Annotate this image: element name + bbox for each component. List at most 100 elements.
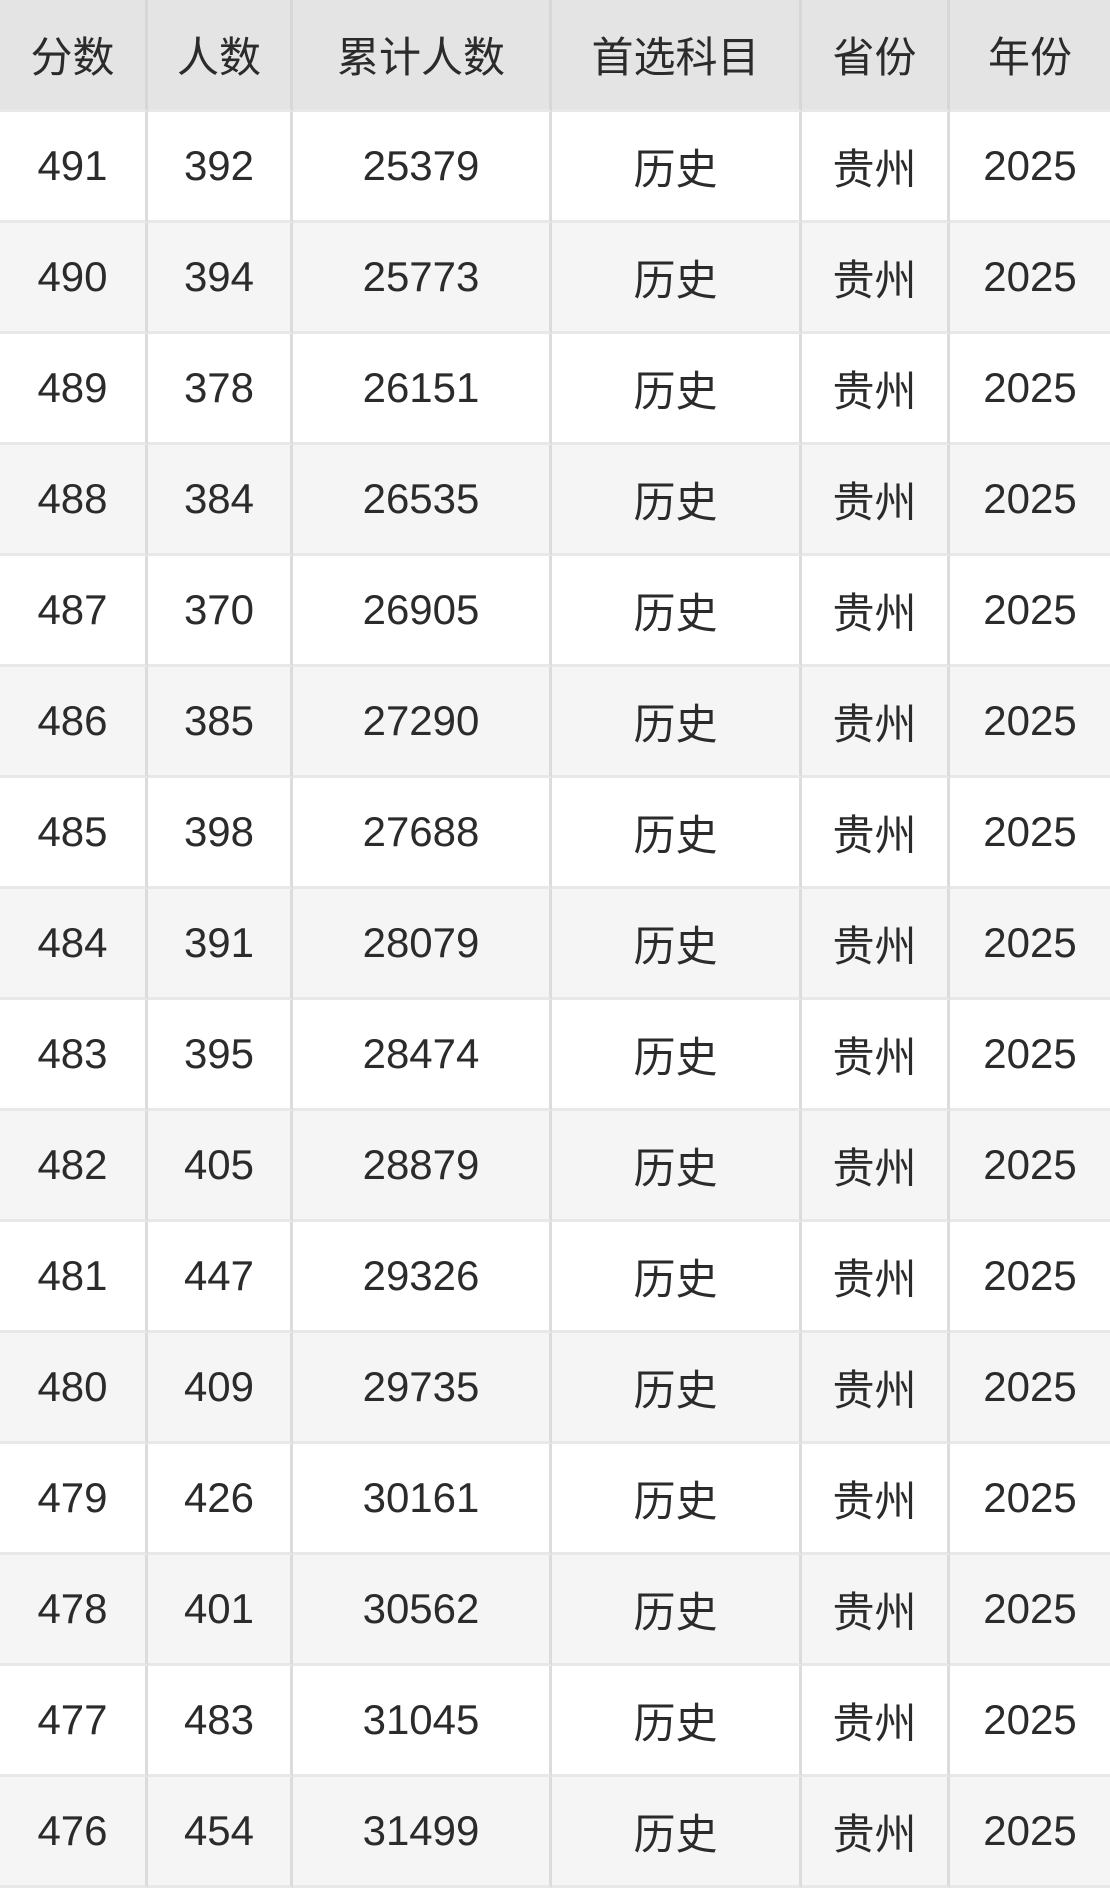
table-row: 481 447 29326 历史 贵州 2025 [0,1222,1110,1333]
column-header: 省份 [802,0,950,112]
table-cell: 384 [148,445,293,556]
table-cell: 2025 [950,1555,1110,1666]
table-cell: 贵州 [802,1333,950,1444]
table-cell: 454 [148,1777,293,1888]
table-cell: 贵州 [802,1666,950,1777]
table-cell: 401 [148,1555,293,1666]
table-cell: 历史 [552,223,802,334]
table-cell: 历史 [552,1444,802,1555]
table-row: 486 385 27290 历史 贵州 2025 [0,667,1110,778]
table-cell: 476 [0,1777,148,1888]
table-cell: 25773 [293,223,552,334]
table-row: 478 401 30562 历史 贵州 2025 [0,1555,1110,1666]
table-cell: 483 [148,1666,293,1777]
table-row: 488 384 26535 历史 贵州 2025 [0,445,1110,556]
table-cell: 28079 [293,889,552,1000]
table-cell: 392 [148,112,293,223]
table-cell: 历史 [552,556,802,667]
table-cell: 2025 [950,889,1110,1000]
table-cell: 31045 [293,1666,552,1777]
table-cell: 29326 [293,1222,552,1333]
table-cell: 489 [0,334,148,445]
table-cell: 贵州 [802,445,950,556]
table-cell: 2025 [950,556,1110,667]
table-cell: 25379 [293,112,552,223]
table-cell: 2025 [950,1111,1110,1222]
table-cell: 481 [0,1222,148,1333]
column-header: 首选科目 [552,0,802,112]
table-cell: 2025 [950,334,1110,445]
table-cell: 贵州 [802,778,950,889]
table-cell: 贵州 [802,334,950,445]
table-cell: 370 [148,556,293,667]
table-cell: 426 [148,1444,293,1555]
table-row: 483 395 28474 历史 贵州 2025 [0,1000,1110,1111]
table-header: 分数 人数 累计人数 首选科目 省份 年份 [0,0,1110,112]
table-cell: 贵州 [802,1444,950,1555]
table-cell: 484 [0,889,148,1000]
table-cell: 历史 [552,445,802,556]
table-cell: 2025 [950,1444,1110,1555]
table-cell: 29735 [293,1333,552,1444]
table-cell: 历史 [552,889,802,1000]
table-row: 489 378 26151 历史 贵州 2025 [0,334,1110,445]
table-cell: 27688 [293,778,552,889]
table-cell: 2025 [950,112,1110,223]
table-cell: 2025 [950,1000,1110,1111]
table-row: 485 398 27688 历史 贵州 2025 [0,778,1110,889]
table-cell: 485 [0,778,148,889]
table-cell: 394 [148,223,293,334]
table-cell: 391 [148,889,293,1000]
table-row: 479 426 30161 历史 贵州 2025 [0,1444,1110,1555]
table-cell: 历史 [552,667,802,778]
table-cell: 483 [0,1000,148,1111]
table-cell: 2025 [950,667,1110,778]
table-cell: 478 [0,1555,148,1666]
table-cell: 2025 [950,1333,1110,1444]
table-row: 484 391 28079 历史 贵州 2025 [0,889,1110,1000]
table-row: 487 370 26905 历史 贵州 2025 [0,556,1110,667]
table-row: 490 394 25773 历史 贵州 2025 [0,223,1110,334]
table-row: 477 483 31045 历史 贵州 2025 [0,1666,1110,1777]
table-cell: 477 [0,1666,148,1777]
table-cell: 2025 [950,1222,1110,1333]
table-cell: 历史 [552,1666,802,1777]
table-body: 491 392 25379 历史 贵州 2025 490 394 25773 历史 贵州 2025 48… [0,112,1110,1888]
table-cell: 490 [0,223,148,334]
table-cell: 30562 [293,1555,552,1666]
table-cell: 27290 [293,667,552,778]
table-row: 476 454 31499 历史 贵州 2025 [0,1777,1110,1888]
table-cell: 贵州 [802,223,950,334]
table-cell: 31499 [293,1777,552,1888]
table-cell: 历史 [552,334,802,445]
table-cell: 贵州 [802,667,950,778]
table-cell: 28474 [293,1000,552,1111]
table-cell: 历史 [552,1555,802,1666]
table-cell: 487 [0,556,148,667]
table-cell: 2025 [950,1666,1110,1777]
table-cell: 479 [0,1444,148,1555]
table-cell: 482 [0,1111,148,1222]
table-cell: 28879 [293,1111,552,1222]
table-cell: 26905 [293,556,552,667]
table-cell: 491 [0,112,148,223]
column-header: 累计人数 [293,0,552,112]
table-cell: 385 [148,667,293,778]
table-cell: 历史 [552,112,802,223]
table-cell: 488 [0,445,148,556]
table-cell: 贵州 [802,1111,950,1222]
table-cell: 2025 [950,1777,1110,1888]
table-cell: 贵州 [802,1555,950,1666]
table-cell: 2025 [950,445,1110,556]
table-cell: 30161 [293,1444,552,1555]
table-cell: 26535 [293,445,552,556]
table-cell: 395 [148,1000,293,1111]
table-cell: 贵州 [802,1000,950,1111]
column-header: 分数 [0,0,148,112]
table-cell: 398 [148,778,293,889]
table-cell: 历史 [552,1777,802,1888]
table-cell: 贵州 [802,1222,950,1333]
table-row: 482 405 28879 历史 贵州 2025 [0,1111,1110,1222]
table-cell: 历史 [552,778,802,889]
